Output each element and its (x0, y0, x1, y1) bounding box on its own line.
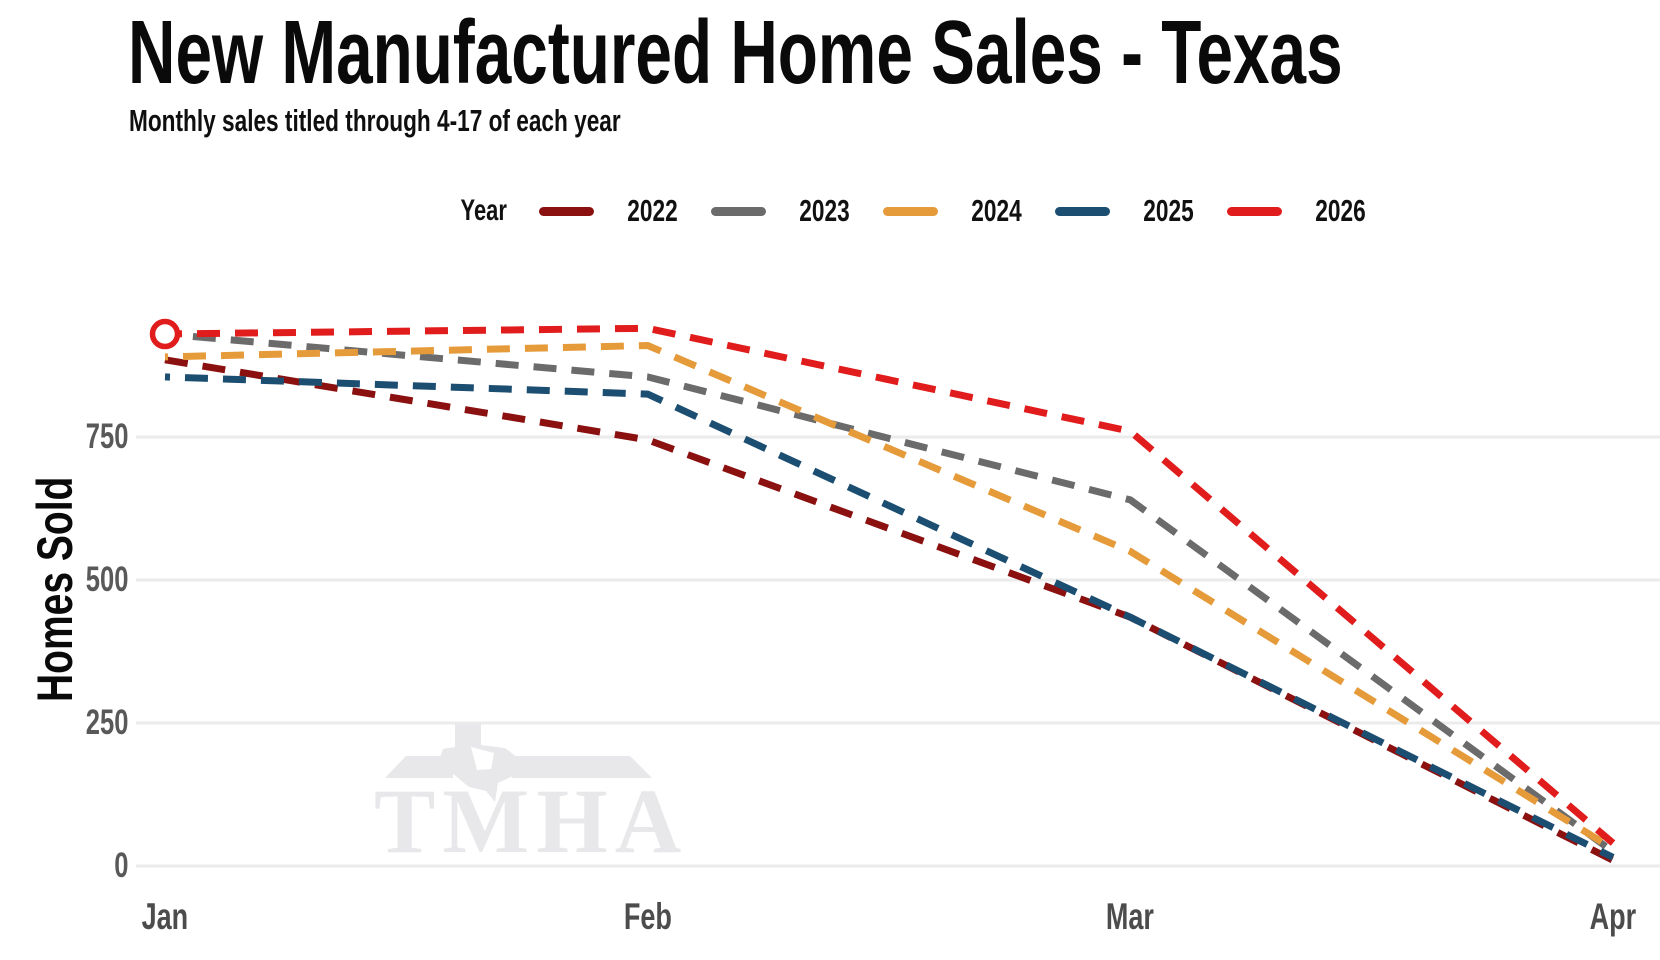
y-tick-250: 250 (0, 705, 128, 741)
x-tick-text-jan: Jan (141, 896, 189, 937)
x-tick-jan: Jan (95, 896, 235, 938)
watermark-texas-notch-icon (471, 747, 494, 770)
legend-title: Year (460, 194, 507, 227)
x-tick-mar: Mar (1060, 896, 1200, 938)
x-tick-text-apr: Apr (1589, 896, 1637, 937)
legend: Year 2022 2023 2024 2025 2026 (452, 192, 1375, 230)
legend-swatch-2025 (1055, 206, 1111, 216)
page-title-text: New Manufactured Home Sales - Texas (128, 3, 1343, 103)
y-tick-text-250: 250 (85, 703, 128, 742)
legend-swatch-2026 (1227, 206, 1283, 216)
series-line-2025 (164, 373, 1615, 861)
marker-2026-jan (149, 318, 181, 350)
legend-label-2024: 2024 (971, 193, 1023, 228)
legend-item-2026: 2026 (1227, 193, 1375, 229)
watermark-roof-right-icon (512, 756, 652, 778)
series-line-2026 (164, 324, 1616, 846)
legend-swatch-2024 (883, 206, 939, 216)
watermark-logo: TMHA (374, 724, 688, 872)
watermark-roof-left-icon (385, 756, 453, 778)
chart-subtitle-text: Monthly sales titled through 4-17 of eac… (129, 103, 621, 138)
legend-label-2022: 2022 (627, 193, 679, 228)
watermark-text: TMHA (374, 770, 688, 872)
legend-label-2023: 2023 (799, 193, 851, 228)
y-tick-text-0: 0 (113, 846, 128, 885)
series-line-2023 (164, 330, 1616, 855)
gridlines (136, 435, 1660, 868)
legend-item-2024: 2024 (883, 193, 1031, 229)
chart-subtitle: Monthly sales titled through 4-17 of eac… (129, 103, 803, 139)
legend-label-2026: 2026 (1315, 193, 1366, 228)
legend-item-2022: 2022 (539, 193, 687, 229)
series-line-2024 (164, 341, 1615, 852)
x-tick-apr: Apr (1543, 896, 1660, 938)
legend-label-2025: 2025 (1143, 193, 1194, 228)
y-tick-500: 500 (0, 562, 128, 598)
x-tick-feb: Feb (578, 896, 718, 938)
legend-item-2023: 2023 (711, 193, 859, 229)
legend-item-2025: 2025 (1055, 193, 1203, 229)
y-tick-text-500: 500 (85, 560, 128, 599)
y-tick-0: 0 (0, 848, 128, 884)
y-tick-text-750: 750 (85, 417, 128, 456)
x-tick-text-feb: Feb (623, 896, 672, 937)
legend-swatch-2022 (539, 206, 595, 216)
page-title: New Manufactured Home Sales - Texas (128, 6, 1660, 101)
y-tick-750: 750 (0, 419, 128, 455)
x-tick-text-mar: Mar (1106, 896, 1155, 937)
legend-swatch-2023 (711, 206, 767, 216)
markers (149, 318, 181, 350)
series-lines (164, 324, 1616, 864)
